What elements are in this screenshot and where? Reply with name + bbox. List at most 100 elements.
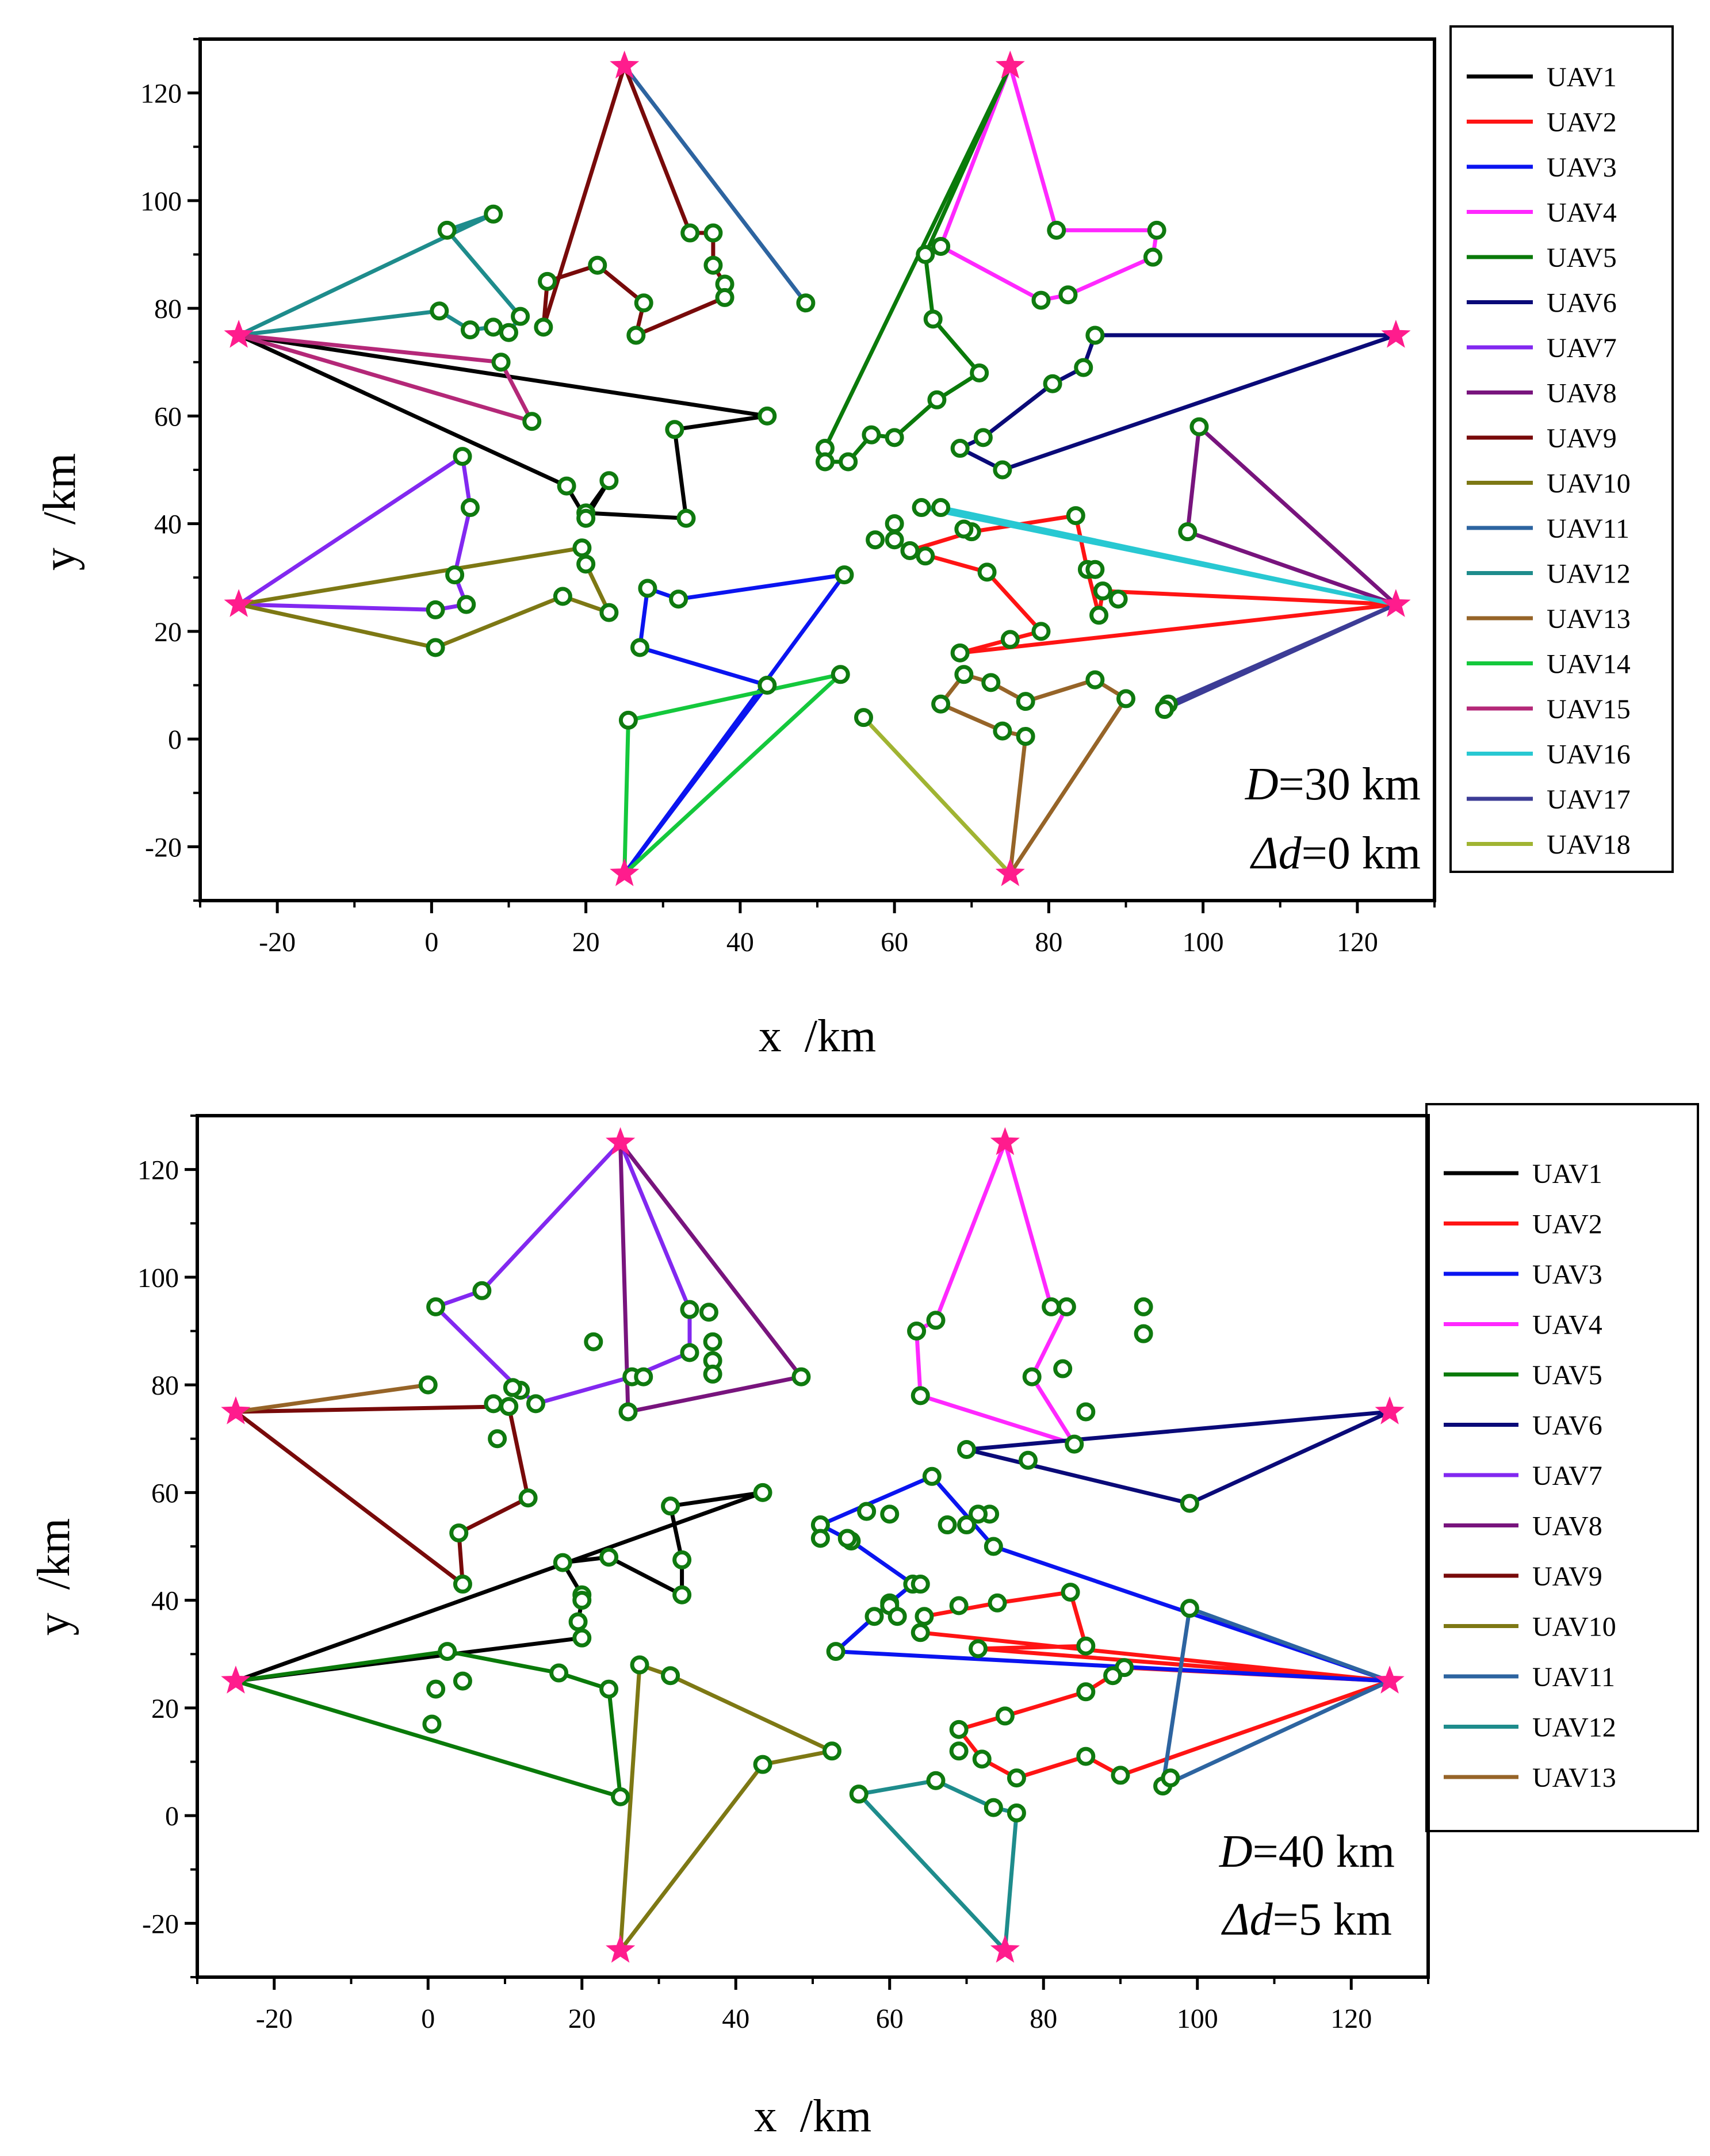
target-point [880, 1504, 900, 1524]
route-uav12 [236, 212, 523, 338]
target-point [1085, 560, 1105, 579]
target-point [430, 301, 449, 321]
target-point [626, 325, 646, 345]
target-point [1076, 1402, 1096, 1422]
target-point [1143, 247, 1162, 267]
target-point [576, 554, 596, 574]
x-tick-label: 100 [1177, 2004, 1218, 2034]
legend-label-uav11: UAV11 [1547, 514, 1629, 544]
target-point [854, 708, 873, 727]
routes [236, 64, 1398, 876]
x-tick-label: 40 [722, 2004, 749, 2034]
legend-label-uav14: UAV14 [1547, 649, 1631, 680]
legend-label-uav4: UAV4 [1532, 1310, 1602, 1341]
target-point [484, 317, 503, 337]
annotation-dd-value: =0 km [1302, 828, 1421, 879]
legend-box [1449, 25, 1674, 873]
route-uav15 [236, 333, 534, 424]
annotation-D: D=30 km [1245, 759, 1421, 810]
target-point [831, 665, 850, 684]
target-point [822, 1741, 841, 1761]
x-tick-label: 100 [1183, 927, 1224, 958]
target-point [484, 204, 503, 224]
target-point [453, 1671, 472, 1691]
legend-label-uav4: UAV4 [1547, 198, 1617, 228]
target-point [988, 1593, 1007, 1613]
target-point [618, 1402, 638, 1422]
target-point [900, 541, 920, 560]
target-point [995, 1706, 1015, 1726]
target-point [1007, 1768, 1026, 1788]
depot-star [1381, 320, 1411, 348]
legend-box [1425, 1103, 1699, 1832]
legend-label-uav8: UAV8 [1547, 378, 1617, 409]
target-point [518, 1488, 538, 1508]
target-point [931, 694, 951, 714]
target-point [511, 307, 530, 326]
target-point [972, 1749, 992, 1769]
legend-label-uav7: UAV7 [1532, 1461, 1602, 1491]
target-point [680, 1343, 699, 1362]
target-point [1061, 1583, 1080, 1602]
x-tick-label: -20 [256, 2004, 293, 2034]
target-point [1058, 285, 1078, 305]
target-point [826, 1642, 846, 1661]
target-point [499, 323, 518, 342]
target-point [931, 236, 951, 256]
x-axis-label: x /km [759, 1011, 876, 1062]
chart-panel-top: -20 0 20 40 60 80 100 120 -20 0 20 40 60 80 100 120 x … [35, 25, 1674, 1062]
target-point [1016, 726, 1035, 746]
target-point [839, 452, 858, 472]
target-point [758, 406, 777, 426]
target-point [969, 1639, 988, 1659]
target-point [703, 1332, 722, 1351]
legend-label-uav1: UAV1 [1532, 1159, 1602, 1189]
target-point [1085, 670, 1105, 690]
target-point [885, 530, 904, 550]
annotation-dd: Δd=0 km [1250, 828, 1421, 879]
target-point [588, 255, 607, 275]
target-point [1007, 1803, 1026, 1822]
depot-stars [221, 1127, 1405, 1963]
target-point [699, 1303, 718, 1322]
x-tick-label: 80 [1035, 927, 1062, 958]
depot-star [990, 1935, 1020, 1963]
target-point [923, 309, 943, 329]
x-axis-ticks: -20 0 20 40 60 80 100 120 [199, 901, 1436, 958]
target-point [680, 223, 700, 243]
target-point [993, 721, 1012, 741]
target-point [1189, 417, 1209, 436]
depot-star [610, 858, 640, 886]
route-uav8 [618, 1140, 804, 1414]
legend-label-uav13: UAV13 [1532, 1763, 1616, 1793]
y-axis-label: y /km [29, 1518, 79, 1636]
y-tick-label: 0 [168, 725, 182, 755]
target-point [1180, 1599, 1199, 1618]
target-point [630, 638, 650, 657]
annotation-D-symbol: D [1219, 1826, 1253, 1877]
legend-label-uav16: UAV16 [1547, 740, 1631, 770]
x-tick-label: 0 [421, 2004, 435, 2034]
target-point [460, 320, 480, 340]
target-point [572, 1591, 592, 1610]
target-point [557, 476, 576, 496]
target-point [445, 565, 465, 585]
legend-label-uav10: UAV10 [1547, 469, 1631, 499]
target-point [1019, 1450, 1038, 1470]
target-point [599, 603, 619, 622]
legend-label-uav1: UAV1 [1547, 62, 1617, 93]
target-point [715, 288, 735, 307]
target-point [1180, 1494, 1199, 1513]
route-uav10 [618, 1663, 834, 1952]
target-point [911, 1386, 930, 1406]
y-tick-label: 20 [151, 1694, 179, 1724]
legend-label-uav5: UAV5 [1532, 1360, 1602, 1391]
y-axis-ticks: -20 0 20 40 60 80 100 120 [137, 1115, 197, 1978]
depot-star [610, 50, 640, 79]
x-tick-label: -20 [259, 927, 296, 958]
route-uav6 [958, 333, 1398, 472]
target-point [703, 1364, 722, 1384]
target-point [981, 673, 1001, 692]
depot-star [221, 1665, 251, 1694]
depot-star [606, 1127, 636, 1155]
